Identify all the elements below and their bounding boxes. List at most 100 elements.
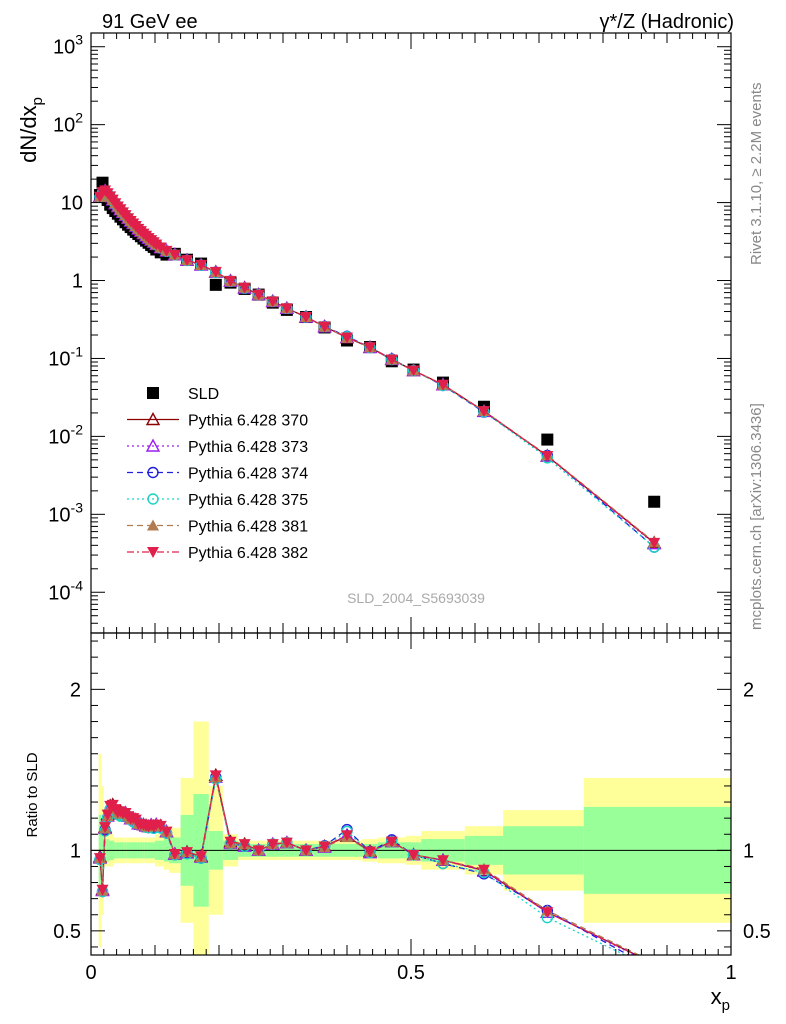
ratio-point [101,809,114,821]
data-point [224,275,237,287]
series-0 [93,176,661,508]
x-axis-label: xp [711,984,730,1014]
series-line [99,189,655,543]
ratio-point [437,855,449,867]
ratio-point [385,836,398,848]
data-point [477,406,490,418]
legend-marker [147,519,159,531]
legend-label: Pythia 6.428 381 [188,519,308,536]
ratio-point [224,836,237,848]
y-tick-label: 102 [53,110,83,137]
legend-label: Pythia 6.428 375 [188,492,308,509]
ratio-y-tick-label-right: 0.5 [743,921,771,943]
ratio-point [364,846,377,858]
ratio-y-tick-label: 0.5 [53,921,81,943]
series-2 [92,183,662,550]
legend-label: Pythia 6.428 374 [188,466,308,483]
y-tick-label: 10-3 [48,499,83,526]
legend-entry: Pythia 6.428 382 [127,545,308,562]
data-point [385,354,398,366]
data-point [364,342,377,354]
series-5 [93,184,661,548]
data-point [181,255,193,267]
analysis-annotation: SLD_2004_S5693039 [347,590,485,606]
ratio-y-tick-label: 1 [70,840,81,862]
legend-label: Pythia 6.428 373 [188,439,308,456]
data-point [341,332,353,344]
data-point [648,495,661,508]
legend-label: Pythia 6.428 370 [188,413,308,430]
legend: SLD Pythia 6.428 370 Pythia 6.428 373 Pythi… [127,386,308,562]
ratio-series [92,767,641,955]
legend-marker [147,493,159,505]
data-point [437,379,449,391]
ratio-point [477,864,490,876]
series-3 [94,185,660,553]
main-series [92,176,662,553]
series-1 [92,183,662,549]
ratio-point [209,770,222,782]
ratio-point [341,830,353,842]
series-6 [93,185,661,549]
x-tick-label: 0.5 [397,962,425,984]
mcplots-label: mcplots.cern.ch [arXiv:1306.3436] [748,403,765,630]
main-y-axis-label: dN/dxp [16,97,46,163]
data-point [209,278,222,291]
ratio-point [280,837,293,849]
ratio-point [318,841,331,853]
data-point [280,303,293,315]
y-tick-label: 10-1 [48,343,83,370]
ratio-point [181,847,193,859]
data-point [300,312,313,324]
series-line [99,189,655,545]
data-point [195,259,208,271]
main-frame [90,32,732,634]
data-point [318,321,331,333]
ratio-point [154,820,167,832]
ratio-point [252,845,265,857]
series-line [99,189,655,544]
series-4 [94,185,660,553]
legend-entry: Pythia 6.428 375 [127,492,308,509]
ratio-point [96,884,109,896]
ratio-point [93,853,106,865]
ratio-y-tick-label-right: 1 [743,840,754,862]
legend-label: Pythia 6.428 382 [188,545,308,562]
right-title: γ*/Z (Hadronic) [600,11,734,33]
legend-entry: SLD [147,386,219,403]
rivet-label: Rivet 3.1.10, ≥ 2.2M events [748,83,765,266]
x-tick-label: 1 [725,962,736,984]
ratio-point [541,907,554,919]
series-line [99,190,655,548]
y-tick-label: 1 [72,271,83,293]
ratio-y-axis-label: Ratio to SLD [24,752,41,837]
series-line [99,190,655,548]
data-point [168,249,181,261]
ratio-point [99,822,112,834]
x-tick-label: 0 [85,962,96,984]
ratio-point [407,849,420,861]
ratio-point [300,845,313,857]
legend-entry: Pythia 6.428 374 [127,466,308,483]
data-point [541,451,554,463]
ratio-point [195,851,208,863]
ratio-point [238,839,251,851]
legend-marker [147,387,159,399]
y-tick-label: 10 [61,193,83,215]
y-tick-label: 103 [53,32,83,59]
legend-entry: Pythia 6.428 370 [127,412,308,430]
legend-label: SLD [188,386,219,403]
data-point [160,245,173,257]
data-point [252,289,265,301]
legend-marker [145,412,161,426]
y-tick-label: 10-2 [48,421,83,448]
ratio-y-tick-label: 2 [70,679,81,701]
data-point [154,242,167,254]
legend-marker [147,466,159,479]
ratio-point [168,849,181,861]
ratio-series-6 [93,770,638,955]
data-point [407,365,420,377]
left-title: 91 GeV ee [102,11,198,33]
